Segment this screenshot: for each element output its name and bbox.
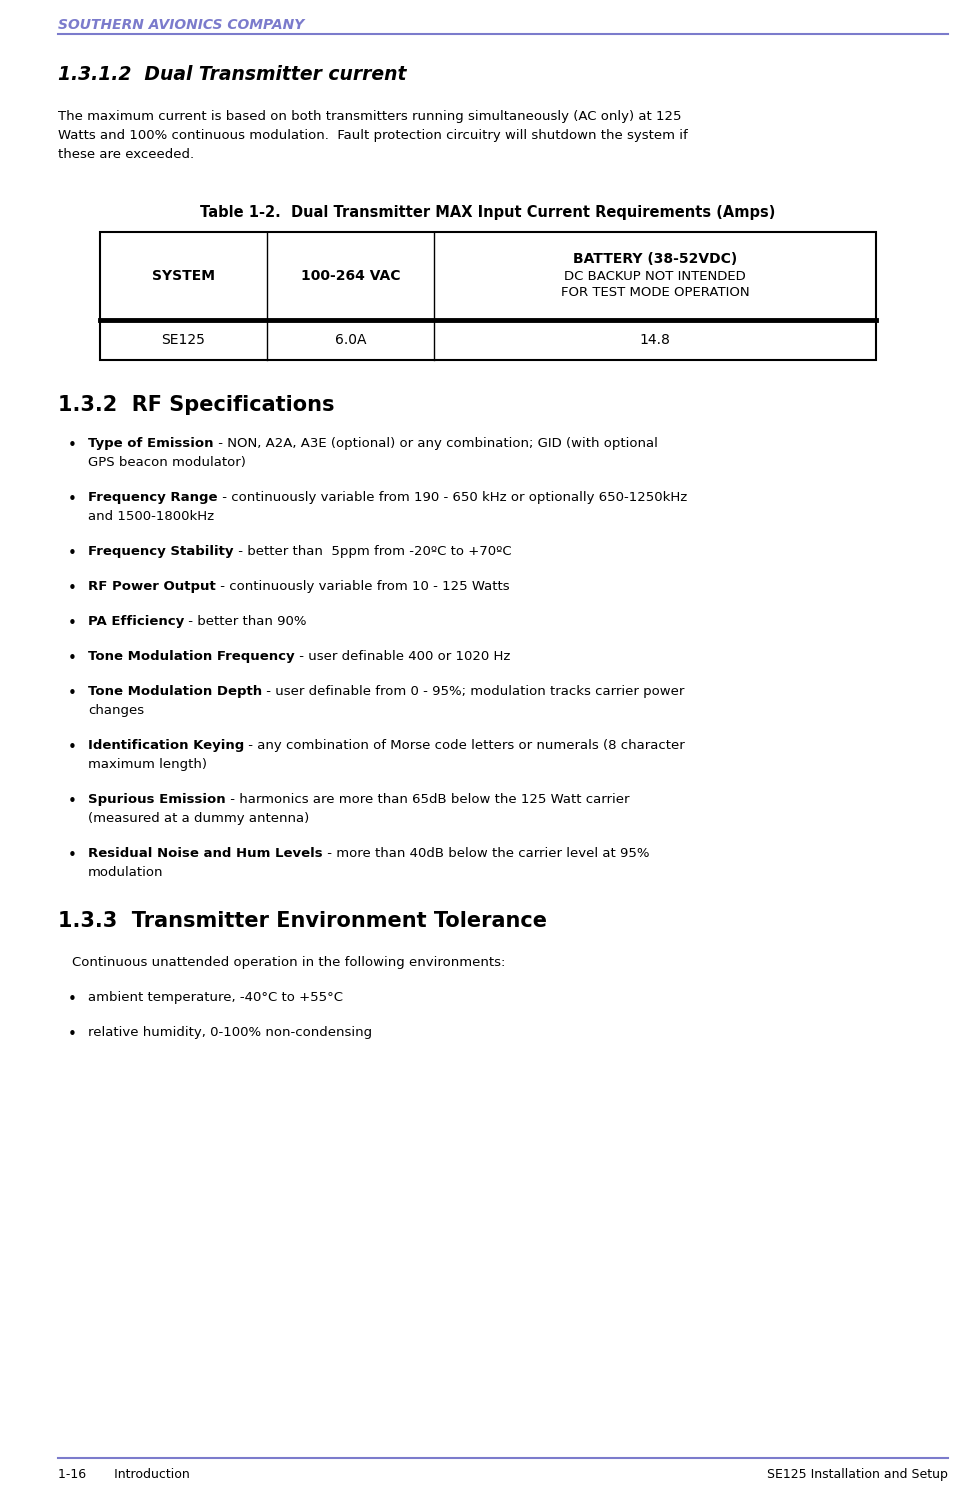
Text: - any combination of Morse code letters or numerals (8 character: - any combination of Morse code letters …	[244, 739, 685, 752]
Text: PA Efficiency: PA Efficiency	[88, 615, 185, 628]
Text: Frequency Range: Frequency Range	[88, 491, 218, 504]
Text: changes: changes	[88, 704, 145, 718]
Text: - better than  5ppm from -20ºC to +70ºC: - better than 5ppm from -20ºC to +70ºC	[234, 545, 511, 558]
Text: •: •	[67, 992, 76, 1007]
Text: FOR TEST MODE OPERATION: FOR TEST MODE OPERATION	[561, 286, 749, 300]
Text: - user definable 400 or 1020 Hz: - user definable 400 or 1020 Hz	[295, 651, 510, 662]
Text: Continuous unattended operation in the following environments:: Continuous unattended operation in the f…	[72, 956, 505, 968]
Text: - continuously variable from 190 - 650 kHz or optionally 650-1250kHz: - continuously variable from 190 - 650 k…	[218, 491, 687, 504]
Text: - more than 40dB below the carrier level at 95%: - more than 40dB below the carrier level…	[322, 847, 649, 859]
Text: Identification Keying: Identification Keying	[88, 739, 244, 752]
Text: (measured at a dummy antenna): (measured at a dummy antenna)	[88, 812, 310, 825]
Text: SE125: SE125	[161, 333, 205, 348]
Text: these are exceeded.: these are exceeded.	[58, 148, 194, 161]
Text: - user definable from 0 - 95%; modulation tracks carrier power: - user definable from 0 - 95%; modulatio…	[262, 685, 685, 698]
Text: •: •	[67, 492, 76, 507]
Text: •: •	[67, 580, 76, 595]
Text: Type of Emission: Type of Emission	[88, 437, 214, 451]
Text: DC BACKUP NOT INTENDED: DC BACKUP NOT INTENDED	[564, 270, 745, 282]
Text: Tone Modulation Depth: Tone Modulation Depth	[88, 685, 262, 698]
Text: Tone Modulation Frequency: Tone Modulation Frequency	[88, 651, 295, 662]
Text: •: •	[67, 439, 76, 454]
Text: 14.8: 14.8	[639, 333, 670, 348]
Text: maximum length): maximum length)	[88, 758, 207, 771]
Text: - NON, A2A, A3E (optional) or any combination; GID (with optional: - NON, A2A, A3E (optional) or any combin…	[214, 437, 658, 451]
Text: •: •	[67, 546, 76, 561]
Text: 100-264 VAC: 100-264 VAC	[301, 269, 400, 283]
Text: •: •	[67, 1026, 76, 1041]
Text: •: •	[67, 740, 76, 755]
Text: BATTERY (38-52VDC): BATTERY (38-52VDC)	[573, 252, 737, 266]
Text: Residual Noise and Hum Levels: Residual Noise and Hum Levels	[88, 847, 322, 859]
Text: •: •	[67, 686, 76, 701]
Text: 1.3.1.2  Dual Transmitter current: 1.3.1.2 Dual Transmitter current	[58, 66, 406, 84]
Text: and 1500-1800kHz: and 1500-1800kHz	[88, 510, 214, 524]
Text: The maximum current is based on both transmitters running simultaneously (AC onl: The maximum current is based on both tra…	[58, 110, 682, 122]
Text: 6.0A: 6.0A	[334, 333, 366, 348]
Text: modulation: modulation	[88, 865, 163, 879]
Text: GPS beacon modulator): GPS beacon modulator)	[88, 457, 246, 468]
Text: •: •	[67, 847, 76, 862]
Text: Spurious Emission: Spurious Emission	[88, 794, 226, 806]
Text: 1.3.3  Transmitter Environment Tolerance: 1.3.3 Transmitter Environment Tolerance	[58, 912, 547, 931]
Text: •: •	[67, 794, 76, 809]
Text: SOUTHERN AVIONICS COMPANY: SOUTHERN AVIONICS COMPANY	[58, 18, 304, 31]
Text: relative humidity, 0-100% non-condensing: relative humidity, 0-100% non-condensing	[88, 1026, 372, 1038]
Text: •: •	[67, 651, 76, 665]
Text: Table 1-2.  Dual Transmitter MAX Input Current Requirements (Amps): Table 1-2. Dual Transmitter MAX Input Cu…	[200, 204, 776, 219]
Text: 1-16       Introduction: 1-16 Introduction	[58, 1468, 190, 1482]
Text: Watts and 100% continuous modulation.  Fault protection circuitry will shutdown : Watts and 100% continuous modulation. Fa…	[58, 128, 688, 142]
Text: 1.3.2  RF Specifications: 1.3.2 RF Specifications	[58, 395, 334, 415]
Text: - better than 90%: - better than 90%	[185, 615, 311, 628]
Text: SE125 Installation and Setup: SE125 Installation and Setup	[767, 1468, 948, 1482]
Text: SYSTEM: SYSTEM	[151, 269, 215, 283]
Text: - continuously variable from 10 - 125 Watts: - continuously variable from 10 - 125 Wa…	[216, 580, 509, 592]
Text: •: •	[67, 616, 76, 631]
Bar	[100, 231, 876, 360]
Text: Frequency Stability: Frequency Stability	[88, 545, 234, 558]
Text: RF Power Output: RF Power Output	[88, 580, 216, 592]
Text: - harmonics are more than 65dB below the 125 Watt carrier: - harmonics are more than 65dB below the…	[226, 794, 629, 806]
Text: ambient temperature, -40°C to +55°C: ambient temperature, -40°C to +55°C	[88, 991, 343, 1004]
